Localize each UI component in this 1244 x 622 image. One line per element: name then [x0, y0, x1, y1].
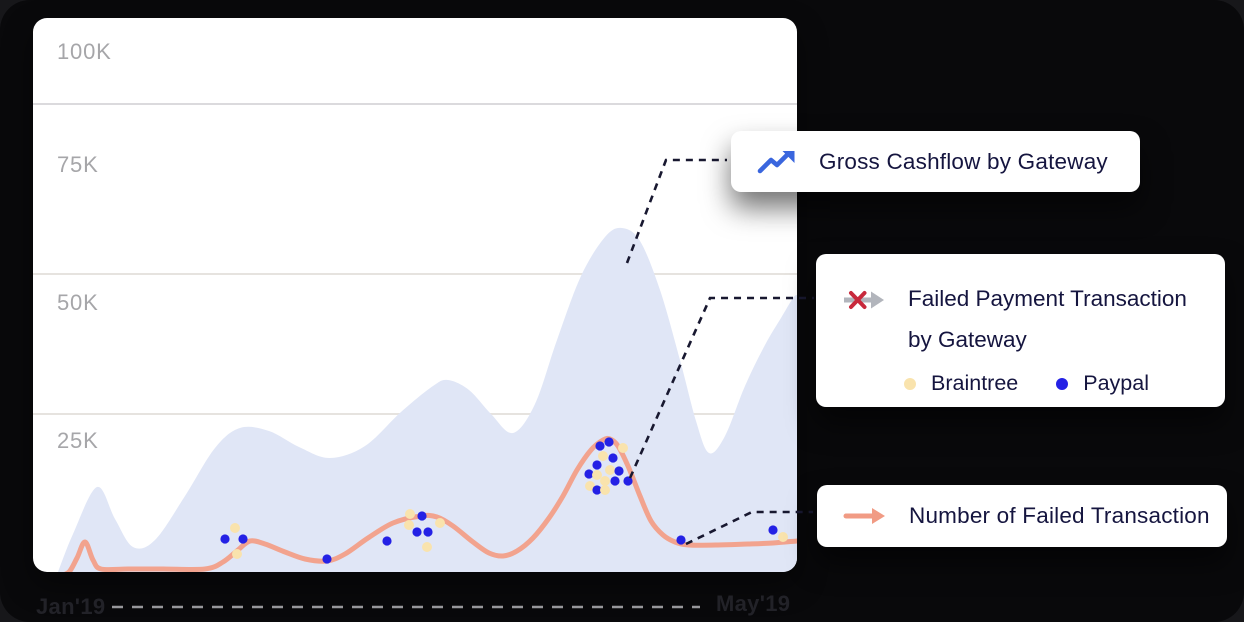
- y-axis-label-25k: 25K: [57, 428, 99, 453]
- gross-cashflow-title: Gross Cashflow by Gateway: [819, 148, 1108, 174]
- failed-payment-card[interactable]: Failed Payment Transaction by Gateway Br…: [816, 254, 1225, 407]
- chart-card: 100K 75K 50K 25K: [33, 18, 797, 572]
- legend-item-paypal[interactable]: Paypal: [1056, 371, 1149, 396]
- failed-payment-title-line2: by Gateway: [908, 327, 1027, 352]
- failed-arrow-icon: [844, 291, 884, 309]
- failed-count-title: Number of Failed Transaction: [909, 503, 1210, 528]
- trend-up-icon: [757, 150, 795, 173]
- failed-payment-title: Failed Payment Transaction by Gateway: [908, 278, 1187, 360]
- gateway-legend: Braintree Paypal: [904, 371, 1205, 396]
- failed-count-card[interactable]: Number of Failed Transaction: [817, 485, 1227, 547]
- paypal-label: Paypal: [1083, 371, 1149, 395]
- braintree-dot-icon: [904, 377, 916, 390]
- salmon-arrow-icon: [843, 508, 885, 524]
- x-axis-label-jan: Jan'19: [36, 594, 106, 619]
- failed-payment-title-line1: Failed Payment Transaction: [908, 286, 1187, 311]
- gridline: [33, 273, 797, 275]
- paypal-dot-icon: [1056, 377, 1069, 390]
- gridline: [33, 413, 797, 415]
- y-axis-label-75k: 75K: [57, 152, 99, 177]
- gross-cashflow-card[interactable]: Gross Cashflow by Gateway: [731, 131, 1140, 192]
- legend-item-braintree[interactable]: Braintree: [904, 371, 1018, 396]
- braintree-label: Braintree: [931, 371, 1019, 395]
- gridline: [33, 103, 797, 105]
- x-axis-label-may: May'19: [716, 591, 791, 616]
- y-axis-label-50k: 50K: [57, 290, 99, 315]
- y-axis-label-100k: 100K: [57, 39, 112, 64]
